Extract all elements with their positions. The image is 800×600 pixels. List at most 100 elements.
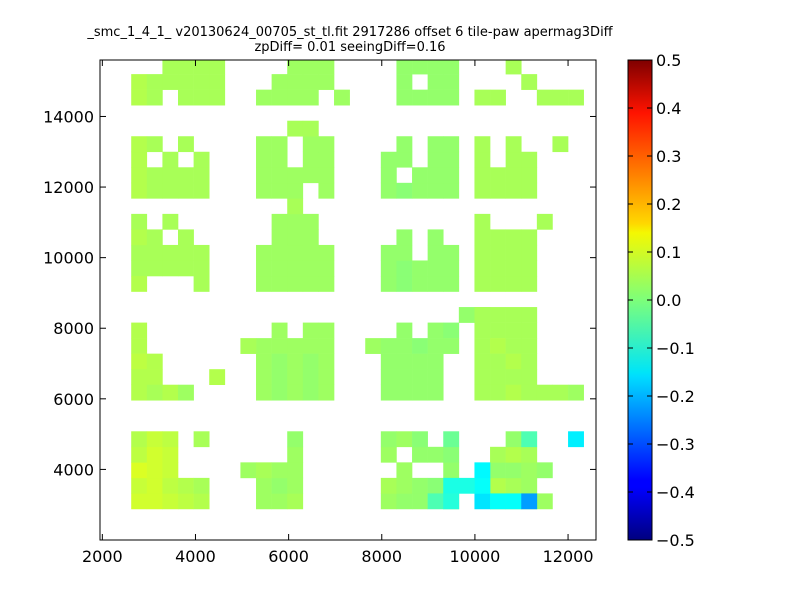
heatmap-cell — [131, 384, 148, 401]
heatmap-cell — [318, 384, 335, 401]
chart-title-line-2: zpDiff= 0.01 seeingDiff=0.16 — [254, 40, 446, 55]
heatmap-cell — [396, 493, 413, 510]
heatmap-cell — [505, 431, 522, 448]
heatmap-cell — [162, 182, 179, 199]
heatmap-cell — [380, 244, 397, 261]
heatmap-cell — [271, 369, 288, 386]
heatmap-cell — [146, 369, 163, 386]
heatmap-cell — [287, 120, 304, 137]
heatmap-cell — [287, 338, 304, 354]
heatmap-cell — [443, 322, 460, 339]
y-tick-label: 14000 — [43, 107, 94, 126]
heatmap-cell — [552, 136, 569, 153]
heatmap-cell — [193, 74, 210, 90]
heatmap-cell — [302, 353, 319, 370]
heatmap-cell — [162, 260, 179, 277]
heatmap-cell — [396, 182, 413, 199]
heatmap-cell — [287, 244, 304, 261]
heatmap-cell — [443, 167, 460, 184]
heatmap-cell — [412, 384, 428, 401]
heatmap-cell — [443, 136, 460, 153]
heatmap-cell — [536, 462, 553, 479]
heatmap-cell — [521, 229, 538, 246]
heatmap-cell — [131, 260, 148, 277]
heatmap-cell — [490, 353, 506, 370]
heatmap-cell — [162, 431, 179, 448]
heatmap-cell — [380, 353, 397, 370]
heatmap-cell — [240, 338, 257, 354]
heatmap-cell — [521, 493, 538, 510]
heatmap-cell — [505, 322, 522, 339]
heatmap-cell — [490, 260, 506, 277]
heatmap-cell — [271, 213, 288, 230]
heatmap-cell — [334, 89, 350, 106]
heatmap-cell — [209, 60, 226, 75]
heatmap-cell — [380, 369, 397, 386]
heatmap-cell — [490, 307, 506, 323]
heatmap-cell — [505, 136, 522, 153]
heatmap-cell — [490, 167, 506, 184]
heatmap-cell — [271, 182, 288, 199]
colorbar-tick-label: −0.2 — [656, 387, 695, 406]
heatmap-cell — [302, 120, 319, 137]
heatmap-cell — [271, 493, 288, 510]
heatmap-cell — [427, 89, 444, 106]
heatmap-cell — [412, 446, 428, 463]
heatmap-cell — [443, 276, 460, 292]
heatmap-cell — [396, 338, 413, 354]
heatmap-cell — [474, 213, 491, 230]
heatmap-cell — [490, 493, 506, 510]
x-axis: 2000 4000 6000 8000 10000 12000 — [82, 60, 594, 566]
heatmap-cell — [318, 260, 335, 277]
heatmap-cell — [396, 244, 413, 261]
heatmap-cell — [193, 167, 210, 184]
heatmap-cell — [521, 74, 538, 90]
heatmap-cell — [287, 446, 304, 463]
heatmap-cell — [427, 151, 444, 168]
x-tick-label: 12000 — [543, 547, 594, 566]
heatmap-cell — [131, 338, 148, 354]
heatmap-cell — [505, 276, 522, 292]
heatmap-cell — [146, 182, 163, 199]
plot-frame — [99, 59, 597, 541]
heatmap-cell — [302, 384, 319, 401]
heatmap-cell — [146, 244, 163, 261]
heatmap-cell — [178, 74, 194, 90]
heatmap-cell — [521, 353, 538, 370]
chart-title-line-1: _smc_1_4_1_ v20130624_00705_st_tl.fit 29… — [87, 25, 613, 40]
y-tick-label: 10000 — [43, 249, 94, 268]
heatmap-cell — [521, 477, 538, 494]
heatmap-cell — [505, 167, 522, 184]
heatmap-cell — [287, 74, 304, 90]
heatmap-cell — [380, 384, 397, 401]
heatmap-cell — [287, 384, 304, 401]
heatmap-cell — [193, 431, 210, 448]
heatmap-cell — [490, 89, 506, 106]
heatmap-cell — [318, 276, 335, 292]
heatmap-cell — [536, 213, 553, 230]
heatmap-cell — [427, 260, 444, 277]
heatmap-cell — [427, 244, 444, 261]
y-tick-label: 8000 — [53, 319, 94, 338]
heatmap-cell — [412, 493, 428, 510]
heatmap-cell — [380, 338, 397, 354]
colorbar-tick-label: 0.1 — [656, 243, 681, 262]
heatmap-cell — [209, 74, 226, 90]
heatmap-cell — [178, 60, 194, 75]
heatmap-cell — [380, 151, 397, 168]
heatmap-cell — [178, 89, 194, 106]
heatmap-cell — [193, 151, 210, 168]
heatmap-cell — [256, 462, 272, 479]
heatmap-cell — [131, 136, 148, 153]
heatmap-cell — [521, 307, 538, 323]
heatmap-cell — [193, 477, 210, 494]
heatmap-cell — [271, 260, 288, 277]
heatmap-cell — [318, 182, 335, 199]
heatmap-cell — [271, 338, 288, 354]
heatmap-cell — [474, 322, 491, 339]
heatmap-cell — [505, 338, 522, 354]
heatmap-cell — [380, 431, 397, 448]
heatmap-cell — [396, 229, 413, 246]
heatmap-cell — [256, 384, 272, 401]
